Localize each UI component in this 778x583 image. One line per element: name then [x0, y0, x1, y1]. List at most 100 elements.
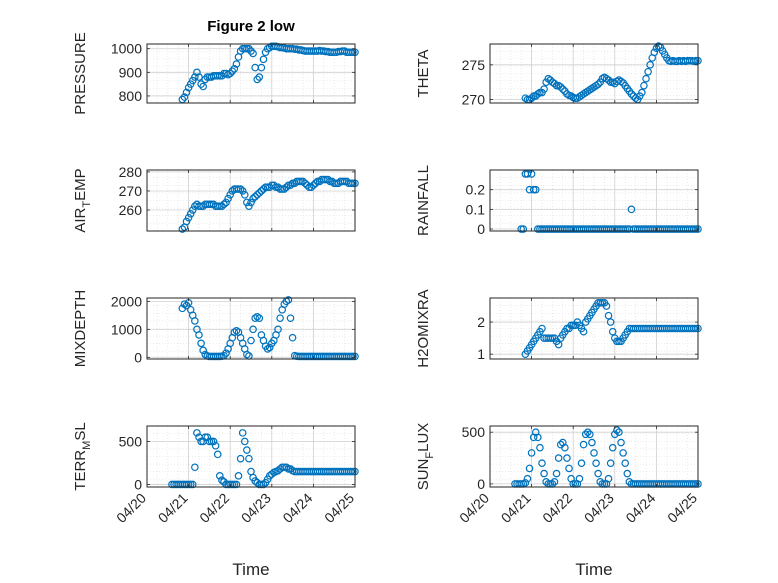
- y-axis-label: MIXDEPTH: [72, 290, 89, 368]
- data-point: [284, 296, 293, 304]
- y-tick-label: 0.2: [466, 182, 486, 198]
- data-point: [193, 429, 201, 437]
- data-point: [521, 479, 530, 487]
- data-point: [218, 202, 226, 211]
- data-point: [347, 467, 355, 476]
- data-point: [563, 454, 571, 462]
- subplot-3: 260 270 280 AIRTEMP: [72, 164, 359, 233]
- data-point: [596, 299, 605, 307]
- data-point: [247, 198, 255, 207]
- data-point: [610, 430, 619, 439]
- data-point: [188, 206, 197, 214]
- data-point: [538, 324, 546, 333]
- x-tick-label: 04/21: [155, 490, 191, 526]
- data-point: [640, 81, 648, 90]
- data-point: [552, 469, 561, 478]
- data-point: [257, 63, 266, 72]
- data-point: [571, 94, 580, 102]
- subplot-4: 0 0.1 0.2 RAINFALL: [415, 165, 702, 237]
- data-point: [234, 185, 243, 193]
- data-point: [531, 185, 540, 194]
- data-point: [284, 465, 293, 473]
- axes-box: [489, 169, 699, 232]
- data-point: [249, 49, 257, 58]
- data-point: [197, 339, 205, 348]
- data-point: [232, 326, 241, 335]
- data-point: [581, 430, 590, 439]
- data-point: [613, 426, 621, 434]
- subplot-2: 270 275 THETA: [415, 42, 702, 108]
- data-point: [255, 73, 264, 81]
- y-tick-label: 275: [462, 57, 486, 73]
- y-tick-label: 260: [119, 202, 143, 218]
- data-point: [579, 440, 588, 449]
- data-point: [216, 72, 224, 80]
- data-point: [238, 429, 247, 437]
- data-point: [604, 76, 613, 84]
- data-point: [238, 187, 247, 195]
- y-tick-label: 0.1: [466, 201, 486, 217]
- data-point: [218, 476, 226, 484]
- data-point: [529, 185, 538, 194]
- data-point: [195, 331, 203, 339]
- y-tick-label: 500: [462, 424, 486, 440]
- data-point: [307, 183, 316, 191]
- y-axis-label: SUNFLUX: [415, 423, 436, 491]
- data-point: [577, 459, 586, 468]
- data-point: [561, 443, 569, 452]
- data-point: [188, 480, 197, 489]
- data-point: [178, 225, 187, 233]
- data-point: [644, 67, 652, 76]
- data-point: [286, 314, 295, 322]
- x-axis-label: Time: [575, 560, 612, 579]
- data-point: [604, 311, 613, 320]
- y-tick-label: 280: [119, 164, 143, 180]
- data-point: [265, 343, 274, 352]
- x-tick-label: 04/21: [498, 490, 534, 526]
- data-point: [299, 177, 307, 186]
- axes-box: [146, 425, 356, 488]
- data-point: [240, 44, 249, 53]
- data-point: [606, 459, 615, 468]
- data-point: [324, 175, 332, 184]
- data-point: [650, 48, 659, 57]
- data-point: [274, 325, 282, 334]
- data-point: [692, 56, 700, 65]
- data-point: [546, 334, 555, 342]
- data-point: [226, 69, 235, 78]
- data-point: [197, 437, 205, 446]
- axes-box: [146, 43, 356, 104]
- data-point: [251, 314, 259, 322]
- y-axis-label: AIRTEMP: [72, 168, 93, 232]
- data-point: [201, 433, 210, 441]
- data-point: [249, 325, 257, 334]
- axes-box: [146, 169, 356, 232]
- data-point: [195, 73, 203, 81]
- data-point: [690, 324, 698, 333]
- data-point: [311, 179, 320, 188]
- data-point: [540, 85, 548, 93]
- data-point: [536, 443, 544, 452]
- data-point: [525, 464, 534, 473]
- data-point: [565, 464, 573, 473]
- data-point: [602, 302, 611, 310]
- y-tick-label: 500: [119, 433, 143, 449]
- data-point: [228, 67, 237, 75]
- data-point: [594, 80, 602, 89]
- data-point: [243, 446, 251, 454]
- data-point: [349, 467, 357, 476]
- data-point: [222, 198, 230, 207]
- data-point: [523, 170, 532, 178]
- data-point: [619, 449, 627, 457]
- data-point: [608, 327, 617, 336]
- data-point: [286, 181, 295, 190]
- data-point: [230, 64, 239, 73]
- data-point: [301, 179, 309, 188]
- x-tick-label: 04/24: [622, 490, 658, 526]
- data-point: [230, 328, 239, 336]
- data-point: [575, 474, 584, 483]
- data-point: [288, 333, 297, 342]
- data-point: [550, 79, 559, 88]
- data-point: [180, 93, 189, 101]
- data-point: [207, 437, 216, 446]
